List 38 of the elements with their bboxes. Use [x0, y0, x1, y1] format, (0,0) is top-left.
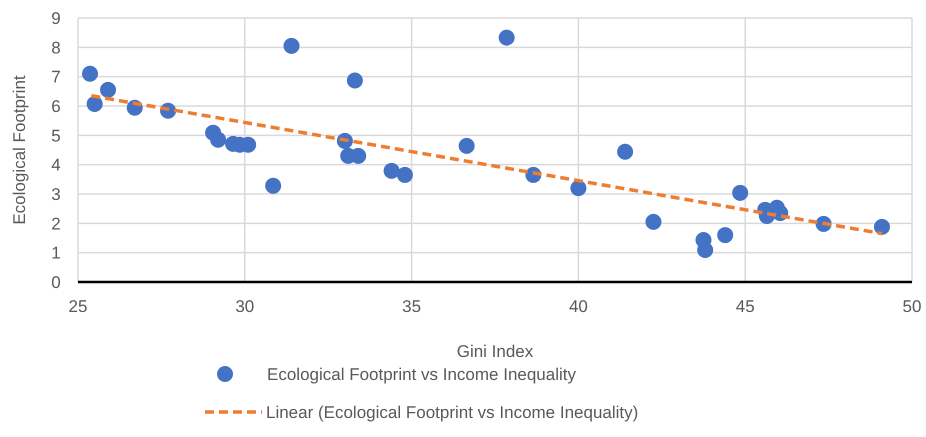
point	[210, 132, 226, 148]
y-tick-label: 6	[51, 96, 61, 116]
x-tick-label: 35	[402, 297, 422, 316]
point	[82, 66, 98, 82]
point	[458, 138, 475, 154]
y-tick-label: 8	[51, 38, 61, 58]
x-axis-title: Gini Index	[456, 342, 534, 361]
y-tick-label: 2	[51, 214, 61, 234]
x-tick-label: 50	[902, 297, 922, 316]
y-tick-label: 3	[51, 184, 61, 204]
x-tick-label: 30	[235, 297, 254, 316]
point	[697, 242, 714, 258]
point	[384, 162, 400, 179]
point	[570, 180, 586, 196]
y-tick-label: 0	[51, 272, 61, 292]
point	[874, 218, 890, 235]
y-tick-label: 5	[51, 126, 61, 146]
point	[396, 166, 413, 183]
y-tick-label: 4	[51, 156, 61, 175]
legend-label: Ecological Footprint vs Income Inequality	[267, 364, 576, 384]
y-tick-label: 1	[51, 244, 61, 263]
point	[86, 96, 103, 112]
x-tick-label: 25	[68, 297, 88, 316]
x-tick-label: 45	[736, 297, 755, 316]
point	[284, 38, 300, 54]
y-tick-label: 9	[51, 8, 61, 28]
point	[717, 227, 734, 244]
point	[100, 82, 116, 98]
point	[732, 184, 748, 201]
legend-label: Linear (Ecological Footprint vs Income Inequality)	[266, 402, 638, 422]
point	[265, 178, 282, 194]
y-axis-title: Ecological Footprint	[10, 75, 29, 225]
point	[617, 144, 634, 160]
y-tick-label: 7	[51, 68, 61, 87]
point	[346, 72, 363, 88]
point	[498, 30, 515, 46]
x-tick-label: 40	[568, 297, 588, 316]
point	[645, 214, 662, 230]
